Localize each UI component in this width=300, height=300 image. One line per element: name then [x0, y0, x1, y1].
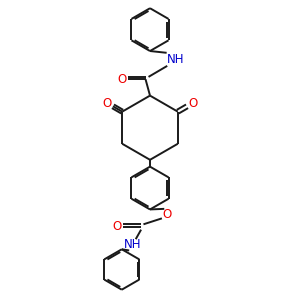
Text: NH: NH — [124, 238, 142, 251]
Text: O: O — [112, 220, 121, 233]
Text: O: O — [188, 97, 197, 110]
Text: O: O — [163, 208, 172, 221]
Text: O: O — [117, 73, 126, 86]
Text: NH: NH — [167, 53, 185, 66]
Text: O: O — [103, 97, 112, 110]
